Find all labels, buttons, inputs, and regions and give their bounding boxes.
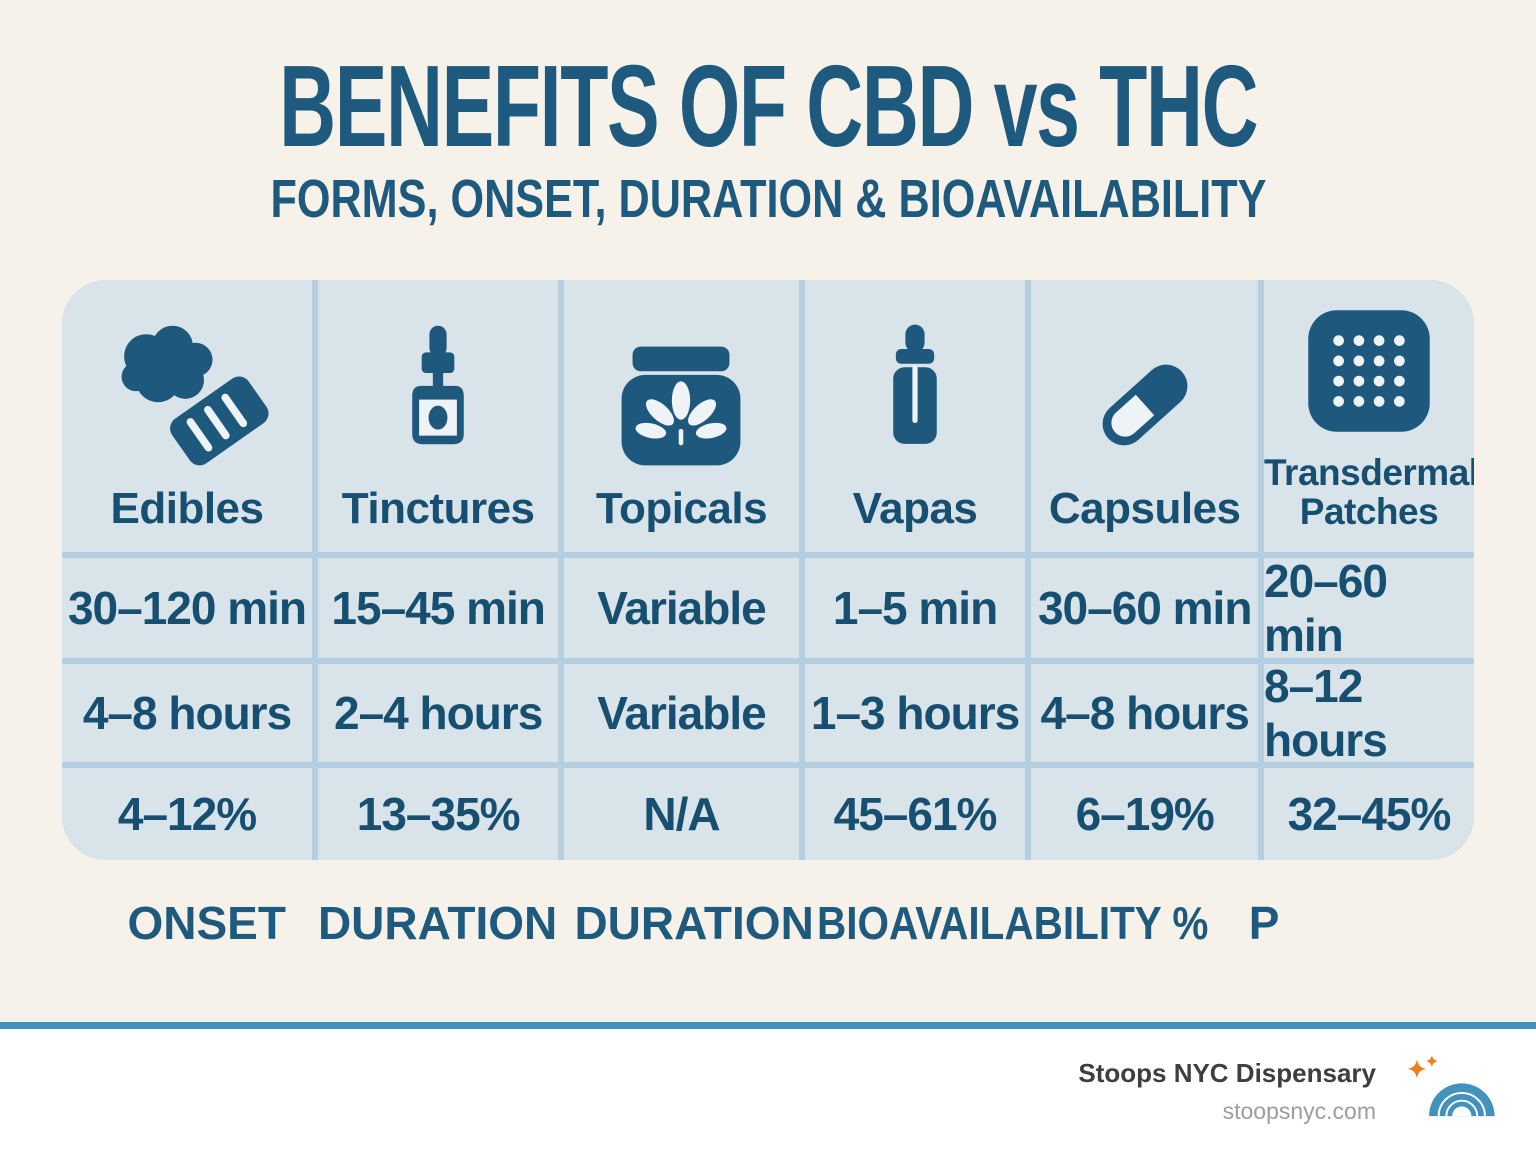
footer-text-block: Stoops NYC Dispensary stoopsnyc.com [1078,1058,1376,1125]
duration-cell-tinctures: 2–4 hours [318,664,559,762]
duration-cell-topicals: Variable [564,664,799,762]
form-name: Edibles [110,483,265,533]
bioavailability-cell-capsules: 6–19% [1031,768,1258,860]
onset-cell-capsules: 30–60 min [1031,558,1258,658]
bioavailability-cell-topicals: N/A [564,768,799,860]
duration-cell-vapas: 1–3 hours [804,664,1026,762]
onset-cell-transdermal: 20–60 min [1264,555,1474,661]
form-name: Tinctures [341,483,535,533]
tincture-dropper-bottle-icon [386,324,490,470]
metric-label-duration-1: DURATION [317,897,558,949]
brand-name: Stoops NYC Dispensary [1078,1058,1376,1088]
edibles-icon [102,320,272,470]
footer-bar: Stoops NYC Dispensary stoopsnyc.com [0,1022,1536,1154]
vape-dropper-bottle-icon [862,322,968,470]
form-name: Transdermal Patches [1264,452,1474,533]
form-name: Capsules [1048,483,1241,533]
forms-comparison-table: Edibles Tinctures [62,280,1474,860]
column-header-transdermal-patches: Transdermal Patches [1264,280,1474,552]
bioavailability-cell-vapas: 45–61% [804,768,1026,860]
bioavailability-cell-transdermal: 32–45% [1264,768,1474,860]
bioavailability-cell-tinctures: 13–35% [318,768,559,860]
duration-cell-capsules: 4–8 hours [1031,664,1258,762]
onset-cell-vapas: 1–5 min [804,558,1026,658]
page-title: BENEFITS OF CBD vs THC [278,41,1258,171]
form-name: Topicals [595,483,768,533]
topical-jar-icon [606,342,756,470]
onset-cell-tinctures: 15–45 min [318,558,559,658]
metric-label-duration-2: DURATION [574,897,814,949]
column-header-edibles: Edibles [62,280,313,552]
metric-labels-row: ONSET DURATION DURATION BIOAVAILABILITY … [127,897,1280,949]
onset-cell-topicals: Variable [564,558,799,658]
capsule-icon [1077,340,1213,470]
rainbow-logo-icon [1402,1054,1510,1130]
form-name: Vapas [852,483,978,533]
column-header-topicals: Topicals [564,280,799,552]
duration-cell-edibles: 4–8 hours [62,664,313,762]
page-subtitle: FORMS, ONSET, DURATION & BIOAVAILABILITY [269,169,1266,229]
brand-website: stoopsnyc.com [1222,1098,1376,1124]
column-header-capsules: Capsules [1031,280,1258,552]
transdermal-patch-icon [1302,304,1436,438]
column-header-vapas: Vapas [804,280,1026,552]
duration-cell-transdermal: 8–12 hours [1264,660,1474,766]
column-header-tinctures: Tinctures [318,280,559,552]
metric-label-onset: ONSET [127,897,286,949]
metric-label-p: P [1248,897,1280,949]
onset-cell-edibles: 30–120 min [62,558,313,658]
bioavailability-cell-edibles: 4–12% [62,768,313,860]
